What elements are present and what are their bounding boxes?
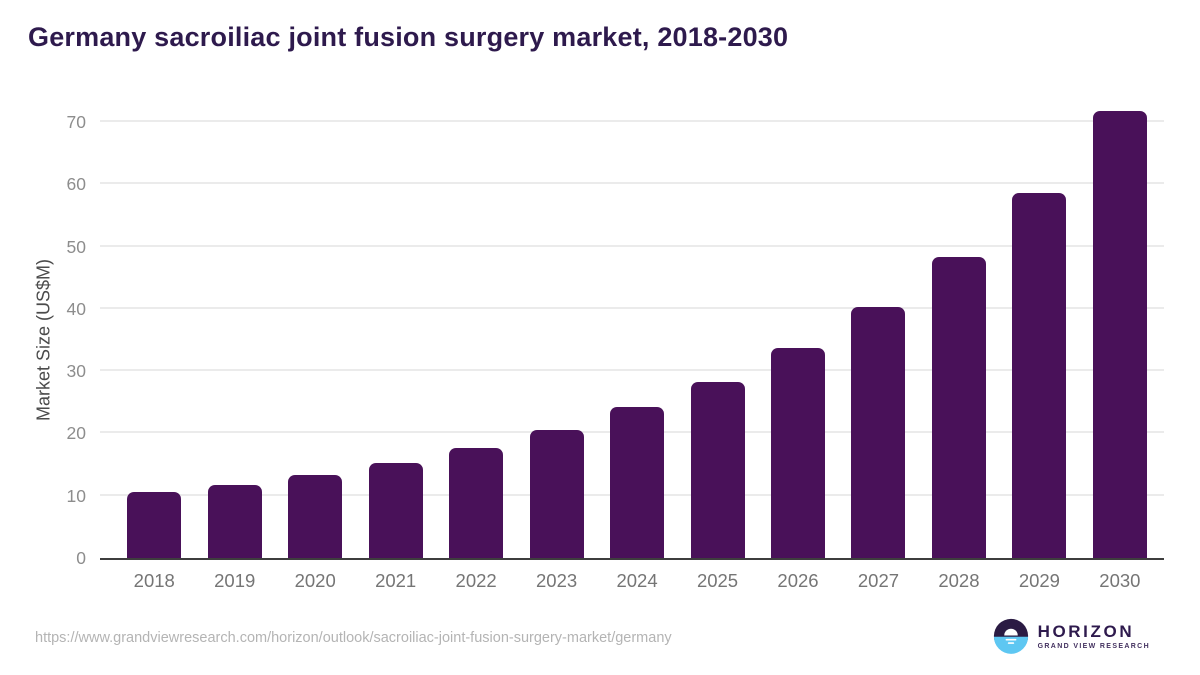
- logo-title: HORIZON: [1037, 621, 1135, 641]
- x-tick-label: 2027: [857, 570, 900, 591]
- x-tick-label: 2025: [696, 570, 739, 591]
- bar-slot: 2021: [355, 122, 435, 591]
- bar-slot: 2025: [677, 122, 757, 591]
- x-tick-label: 2018: [133, 570, 175, 591]
- bar-2025: [690, 381, 745, 558]
- gridline: [100, 120, 1164, 122]
- x-tick-label: 2020: [294, 570, 336, 591]
- bar-2029: [1012, 193, 1067, 558]
- bar-slot: 2023: [516, 122, 596, 591]
- bar-slot: 2030: [1080, 110, 1160, 591]
- bar-slot: 2028: [919, 122, 999, 591]
- y-tick-label: 0: [76, 548, 86, 568]
- bar-2027: [851, 307, 906, 558]
- x-tick-label: 2022: [455, 570, 497, 591]
- bar-2028: [931, 257, 986, 558]
- bar-2018: [127, 491, 182, 558]
- bar-slot: 2026: [758, 122, 838, 591]
- bar-2030: [1092, 110, 1147, 558]
- y-tick-label: 20: [66, 423, 86, 444]
- x-tick-label: 2021: [375, 570, 417, 591]
- bar-slot: 2022: [436, 122, 516, 591]
- x-tick-label: 2019: [214, 570, 256, 591]
- bar-slot: 2027: [838, 122, 918, 591]
- gridline: [100, 306, 1164, 309]
- bar-2020: [288, 474, 343, 558]
- chart-title: Germany sacroiliac joint fusion surgery …: [28, 22, 789, 52]
- bar-slot: 2024: [597, 122, 677, 591]
- gridline: [100, 369, 1164, 372]
- bar-2024: [610, 407, 665, 558]
- horizon-logo: HORIZON GRAND VIEW RESEARCH: [993, 618, 1150, 654]
- y-tick-label: 60: [66, 174, 86, 195]
- bar-slot: 2020: [275, 122, 355, 591]
- y-tick-label: 30: [66, 361, 86, 382]
- y-tick-label: 40: [66, 298, 86, 319]
- bar-2021: [368, 462, 423, 558]
- y-axis-title: Market Size (US$M): [33, 258, 54, 422]
- x-tick-label: 2024: [616, 570, 658, 591]
- plot-area: Market Size (US$M) 2018 2019 2020 2021 2022 2…: [34, 110, 1164, 591]
- bars-row: 2018 2019 2020 2021 2022 2023 2024 2025 2026 2027…: [100, 110, 1164, 591]
- x-axis-line: [100, 557, 1164, 560]
- bar-slot: 2018: [114, 122, 194, 591]
- gridline: [100, 244, 1164, 247]
- sunset-circle-icon: [993, 618, 1028, 654]
- bar-2022: [449, 447, 504, 558]
- y-tick-label: 50: [66, 236, 86, 257]
- bar-2026: [770, 348, 825, 558]
- bar-slot: 2029: [999, 122, 1079, 591]
- y-tick-label: 10: [66, 485, 86, 506]
- source-url: https://www.grandviewresearch.com/horizo…: [35, 630, 672, 646]
- gridline: [100, 182, 1164, 185]
- x-tick-label: 2030: [1099, 570, 1141, 591]
- x-tick-label: 2028: [938, 570, 980, 591]
- bar-2023: [529, 429, 584, 558]
- x-tick-label: 2029: [1018, 570, 1060, 591]
- x-tick-label: 2026: [777, 570, 819, 591]
- bar-slot: 2019: [194, 122, 274, 591]
- logo-subtitle: GRAND VIEW RESEARCH: [1037, 642, 1150, 650]
- bar-2019: [207, 484, 262, 558]
- x-tick-label: 2023: [536, 570, 578, 591]
- logo-text: HORIZON GRAND VIEW RESEARCH: [1038, 623, 1150, 650]
- y-tick-label: 70: [66, 112, 86, 132]
